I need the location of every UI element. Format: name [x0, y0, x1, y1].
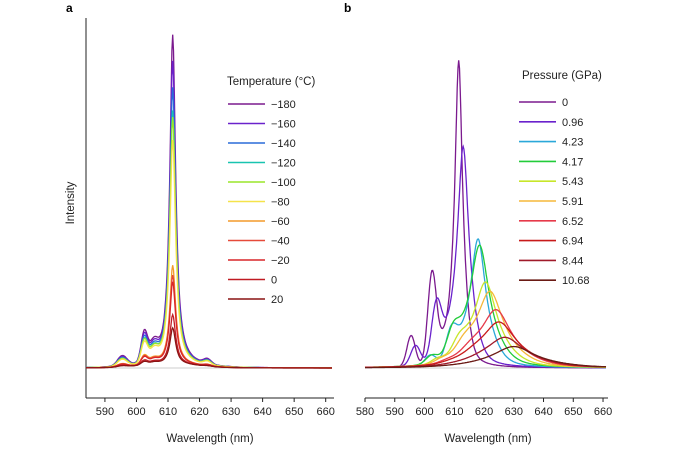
legend-label-b-7: 6.94 — [562, 236, 583, 248]
legend-label-b-6: 6.52 — [562, 216, 583, 228]
legend-label-b-8: 8.44 — [562, 255, 583, 267]
series-line-a-6 — [86, 265, 332, 369]
x-tick-label-b-620: 620 — [475, 406, 493, 418]
x-tick-label-a-650: 650 — [285, 406, 303, 418]
series-line-a-4 — [86, 116, 332, 369]
legend-label-a-3: −120 — [271, 158, 296, 170]
x-tick-label-a-640: 640 — [253, 406, 271, 418]
legend-label-b-2: 4.23 — [562, 137, 583, 149]
legend-label-a-0: −180 — [271, 99, 296, 111]
x-tick-label-b-650: 650 — [564, 406, 582, 418]
x-tick-label-a-660: 660 — [317, 406, 335, 418]
legend-label-a-4: −100 — [271, 177, 296, 189]
legend-label-b-4: 5.43 — [562, 176, 583, 188]
series-line-b-5 — [365, 290, 606, 368]
x-tick-label-a-620: 620 — [190, 406, 208, 418]
x-tick-label-b-630: 630 — [505, 406, 523, 418]
x-tick-label-b-660: 660 — [594, 406, 612, 418]
legend-label-a-10: 20 — [271, 294, 283, 306]
series-line-a-7 — [86, 274, 332, 369]
legend-label-a-6: −60 — [271, 216, 290, 228]
x-tick-label-b-580: 580 — [356, 406, 374, 418]
legend-label-b-0: 0 — [562, 97, 568, 109]
legend-label-b-1: 0.96 — [562, 117, 583, 129]
legend-label-a-5: −80 — [271, 197, 290, 209]
panel-b: 580 590 600 610 620 630 640 650 660 0 0.96 4.23 4.17… — [356, 60, 612, 418]
series-line-b-9 — [365, 345, 606, 369]
legend-label-b-3: 4.17 — [562, 156, 583, 168]
x-tick-label-b-640: 640 — [534, 406, 552, 418]
series-line-b-7 — [365, 321, 607, 368]
legend-label-a-7: −40 — [271, 236, 290, 248]
x-tick-label-a-610: 610 — [159, 406, 177, 418]
legend-label-a-2: −140 — [271, 138, 296, 150]
legend-label-a-8: −20 — [271, 255, 290, 267]
x-tick-label-b-590: 590 — [386, 406, 404, 418]
legend-label-b-9: 10.68 — [562, 275, 590, 287]
x-axis-title-b: Wavelength (nm) — [444, 433, 531, 445]
series-line-a-10 — [86, 326, 332, 369]
legend-label-a-1: −160 — [271, 119, 296, 131]
series-line-a-5 — [86, 139, 332, 369]
x-tick-label-b-600: 600 — [415, 406, 433, 418]
y-axis-title-a: Intensity — [65, 181, 77, 224]
x-tick-label-b-610: 610 — [445, 406, 463, 418]
x-tick-label-a-600: 600 — [127, 406, 145, 418]
panel-a: 590 600 610 620 630 640 650 660 −180 −160 −140 −120… — [85, 18, 335, 418]
x-tick-label-a-630: 630 — [222, 406, 240, 418]
legend-title-a: Temperature (°C) — [227, 76, 315, 88]
x-tick-label-a-590: 590 — [96, 406, 114, 418]
panel-a-label: a — [66, 1, 73, 15]
legend-label-b-5: 5.91 — [562, 196, 583, 208]
legend-title-b: Pressure (GPa) — [522, 70, 602, 82]
series-line-b-6 — [365, 308, 606, 368]
panel-b-label: b — [344, 1, 351, 15]
x-axis-title-a: Wavelength (nm) — [166, 433, 253, 445]
legend-label-a-9: 0 — [271, 275, 277, 287]
